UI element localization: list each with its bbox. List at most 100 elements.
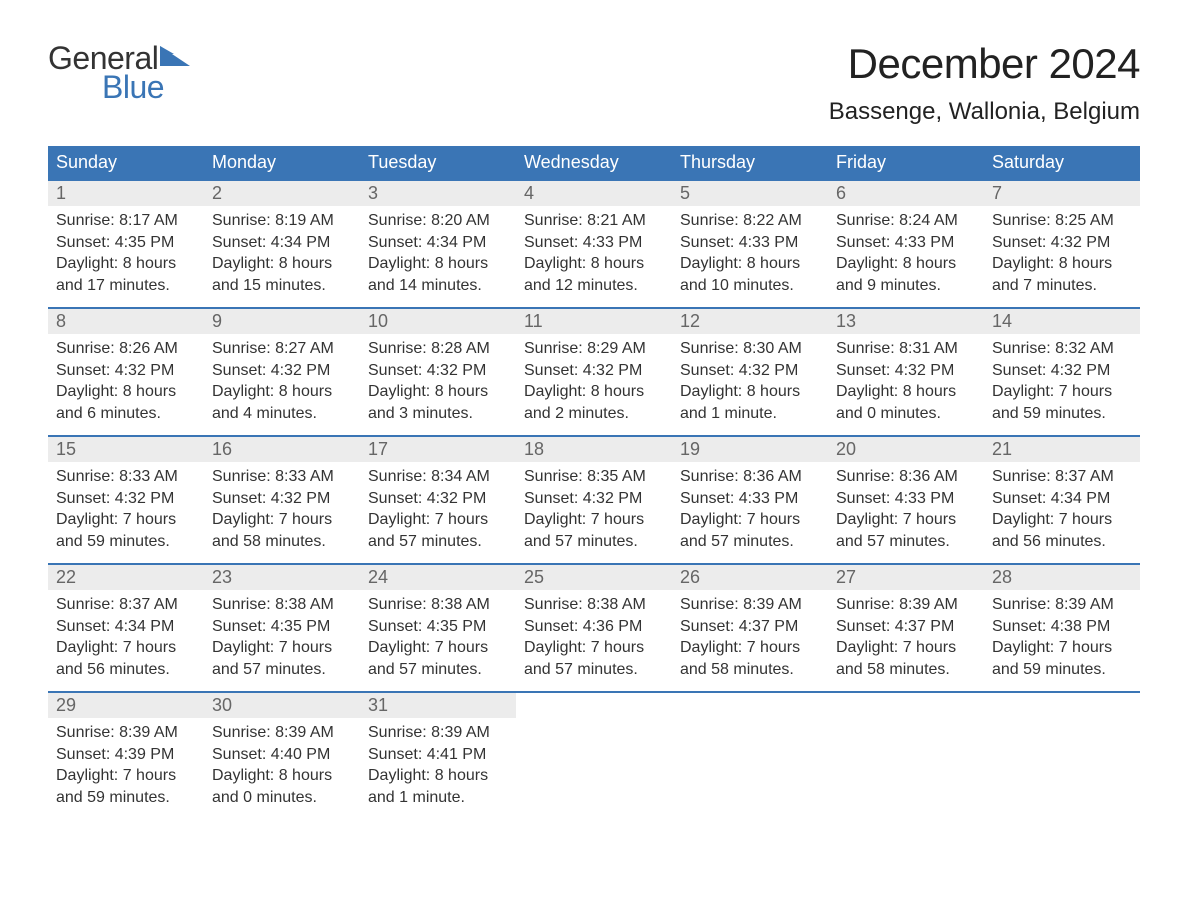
- day-cell: 28Sunrise: 8:39 AMSunset: 4:38 PMDayligh…: [984, 564, 1140, 692]
- day-body: Sunrise: 8:39 AMSunset: 4:37 PMDaylight:…: [672, 590, 828, 688]
- day-number: 26: [672, 565, 828, 590]
- day-dl1: Daylight: 7 hours: [212, 637, 352, 659]
- col-sunday: Sunday: [48, 146, 204, 180]
- day-dl2: and 15 minutes.: [212, 275, 352, 297]
- day-sunset: Sunset: 4:32 PM: [524, 360, 664, 382]
- day-dl2: and 58 minutes.: [836, 659, 976, 681]
- day-dl1: Daylight: 7 hours: [836, 637, 976, 659]
- day-sunrise: Sunrise: 8:39 AM: [212, 722, 352, 744]
- day-dl2: and 9 minutes.: [836, 275, 976, 297]
- day-cell: 18Sunrise: 8:35 AMSunset: 4:32 PMDayligh…: [516, 436, 672, 564]
- day-dl1: Daylight: 7 hours: [368, 509, 508, 531]
- day-dl1: Daylight: 7 hours: [524, 637, 664, 659]
- day-number: 19: [672, 437, 828, 462]
- day-number: 5: [672, 181, 828, 206]
- day-body: Sunrise: 8:38 AMSunset: 4:36 PMDaylight:…: [516, 590, 672, 688]
- week-row: 29Sunrise: 8:39 AMSunset: 4:39 PMDayligh…: [48, 692, 1140, 820]
- day-sunrise: Sunrise: 8:21 AM: [524, 210, 664, 232]
- day-cell: 6Sunrise: 8:24 AMSunset: 4:33 PMDaylight…: [828, 180, 984, 308]
- day-body: Sunrise: 8:28 AMSunset: 4:32 PMDaylight:…: [360, 334, 516, 432]
- day-cell: 25Sunrise: 8:38 AMSunset: 4:36 PMDayligh…: [516, 564, 672, 692]
- day-cell: 12Sunrise: 8:30 AMSunset: 4:32 PMDayligh…: [672, 308, 828, 436]
- day-body: Sunrise: 8:33 AMSunset: 4:32 PMDaylight:…: [204, 462, 360, 560]
- day-number: 6: [828, 181, 984, 206]
- day-dl2: and 57 minutes.: [524, 659, 664, 681]
- day-dl2: and 59 minutes.: [56, 787, 196, 809]
- day-cell: 15Sunrise: 8:33 AMSunset: 4:32 PMDayligh…: [48, 436, 204, 564]
- day-cell: 7Sunrise: 8:25 AMSunset: 4:32 PMDaylight…: [984, 180, 1140, 308]
- day-cell: 17Sunrise: 8:34 AMSunset: 4:32 PMDayligh…: [360, 436, 516, 564]
- day-dl2: and 1 minute.: [368, 787, 508, 809]
- day-dl1: Daylight: 8 hours: [836, 381, 976, 403]
- day-dl1: Daylight: 7 hours: [992, 637, 1132, 659]
- day-number: 3: [360, 181, 516, 206]
- day-number: 11: [516, 309, 672, 334]
- day-sunrise: Sunrise: 8:36 AM: [836, 466, 976, 488]
- day-number: 13: [828, 309, 984, 334]
- day-body: Sunrise: 8:36 AMSunset: 4:33 PMDaylight:…: [672, 462, 828, 560]
- day-number: 23: [204, 565, 360, 590]
- day-body: Sunrise: 8:22 AMSunset: 4:33 PMDaylight:…: [672, 206, 828, 304]
- flag-icon: [160, 46, 190, 71]
- day-sunrise: Sunrise: 8:31 AM: [836, 338, 976, 360]
- day-sunrise: Sunrise: 8:30 AM: [680, 338, 820, 360]
- day-sunset: Sunset: 4:32 PM: [992, 232, 1132, 254]
- day-cell: 5Sunrise: 8:22 AMSunset: 4:33 PMDaylight…: [672, 180, 828, 308]
- day-number: 29: [48, 693, 204, 718]
- day-cell: 8Sunrise: 8:26 AMSunset: 4:32 PMDaylight…: [48, 308, 204, 436]
- day-dl1: Daylight: 8 hours: [524, 253, 664, 275]
- day-body: Sunrise: 8:20 AMSunset: 4:34 PMDaylight:…: [360, 206, 516, 304]
- day-cell: 21Sunrise: 8:37 AMSunset: 4:34 PMDayligh…: [984, 436, 1140, 564]
- day-sunrise: Sunrise: 8:39 AM: [836, 594, 976, 616]
- day-cell: 9Sunrise: 8:27 AMSunset: 4:32 PMDaylight…: [204, 308, 360, 436]
- day-sunset: Sunset: 4:33 PM: [836, 488, 976, 510]
- day-body: Sunrise: 8:39 AMSunset: 4:40 PMDaylight:…: [204, 718, 360, 816]
- day-cell: 30Sunrise: 8:39 AMSunset: 4:40 PMDayligh…: [204, 692, 360, 820]
- header: General Blue December 2024 Bassenge, Wal…: [48, 40, 1140, 126]
- day-sunrise: Sunrise: 8:24 AM: [836, 210, 976, 232]
- day-sunset: Sunset: 4:32 PM: [212, 488, 352, 510]
- day-dl1: Daylight: 7 hours: [680, 509, 820, 531]
- day-body: Sunrise: 8:32 AMSunset: 4:32 PMDaylight:…: [984, 334, 1140, 432]
- day-body: Sunrise: 8:27 AMSunset: 4:32 PMDaylight:…: [204, 334, 360, 432]
- day-dl2: and 12 minutes.: [524, 275, 664, 297]
- day-dl2: and 0 minutes.: [836, 403, 976, 425]
- day-sunrise: Sunrise: 8:39 AM: [680, 594, 820, 616]
- day-dl1: Daylight: 8 hours: [992, 253, 1132, 275]
- day-dl2: and 57 minutes.: [524, 531, 664, 553]
- day-dl2: and 57 minutes.: [212, 659, 352, 681]
- day-number: 10: [360, 309, 516, 334]
- day-number: 30: [204, 693, 360, 718]
- day-dl1: Daylight: 7 hours: [56, 637, 196, 659]
- day-sunrise: Sunrise: 8:36 AM: [680, 466, 820, 488]
- day-sunset: Sunset: 4:32 PM: [56, 488, 196, 510]
- day-sunset: Sunset: 4:34 PM: [368, 232, 508, 254]
- day-sunrise: Sunrise: 8:37 AM: [992, 466, 1132, 488]
- day-sunrise: Sunrise: 8:28 AM: [368, 338, 508, 360]
- logo: General Blue: [48, 40, 190, 106]
- day-number: 16: [204, 437, 360, 462]
- day-cell: 23Sunrise: 8:38 AMSunset: 4:35 PMDayligh…: [204, 564, 360, 692]
- day-number: 15: [48, 437, 204, 462]
- day-sunset: Sunset: 4:32 PM: [212, 360, 352, 382]
- day-body: Sunrise: 8:24 AMSunset: 4:33 PMDaylight:…: [828, 206, 984, 304]
- day-sunset: Sunset: 4:41 PM: [368, 744, 508, 766]
- day-cell: 31Sunrise: 8:39 AMSunset: 4:41 PMDayligh…: [360, 692, 516, 820]
- day-number: 9: [204, 309, 360, 334]
- day-dl2: and 56 minutes.: [992, 531, 1132, 553]
- day-sunset: Sunset: 4:37 PM: [680, 616, 820, 638]
- day-sunrise: Sunrise: 8:34 AM: [368, 466, 508, 488]
- day-sunrise: Sunrise: 8:17 AM: [56, 210, 196, 232]
- day-number: 20: [828, 437, 984, 462]
- day-dl2: and 58 minutes.: [680, 659, 820, 681]
- day-body: Sunrise: 8:21 AMSunset: 4:33 PMDaylight:…: [516, 206, 672, 304]
- day-sunset: Sunset: 4:33 PM: [680, 488, 820, 510]
- day-sunrise: Sunrise: 8:20 AM: [368, 210, 508, 232]
- day-sunset: Sunset: 4:34 PM: [992, 488, 1132, 510]
- day-sunset: Sunset: 4:33 PM: [836, 232, 976, 254]
- day-sunrise: Sunrise: 8:19 AM: [212, 210, 352, 232]
- day-sunset: Sunset: 4:40 PM: [212, 744, 352, 766]
- col-tuesday: Tuesday: [360, 146, 516, 180]
- day-dl1: Daylight: 7 hours: [56, 509, 196, 531]
- day-cell: 16Sunrise: 8:33 AMSunset: 4:32 PMDayligh…: [204, 436, 360, 564]
